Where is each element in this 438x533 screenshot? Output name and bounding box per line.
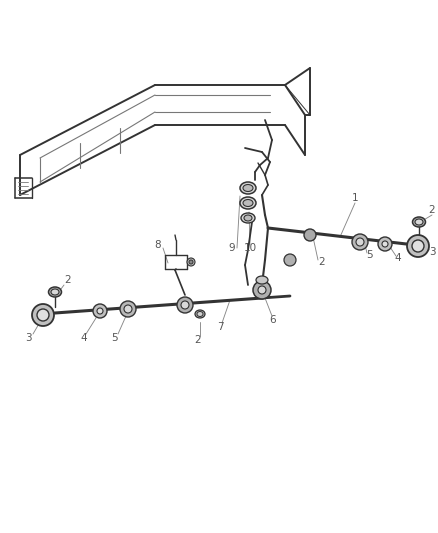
Circle shape	[177, 297, 193, 313]
Ellipse shape	[244, 215, 251, 221]
Circle shape	[93, 304, 107, 318]
Text: 2: 2	[428, 205, 434, 215]
Circle shape	[351, 234, 367, 250]
Text: 8: 8	[154, 240, 161, 250]
Circle shape	[97, 308, 103, 314]
Circle shape	[355, 238, 363, 246]
Circle shape	[381, 241, 387, 247]
Text: 4: 4	[394, 253, 400, 263]
Ellipse shape	[240, 213, 254, 223]
Circle shape	[303, 229, 315, 241]
Text: 1: 1	[351, 193, 357, 203]
Ellipse shape	[414, 219, 422, 225]
Circle shape	[283, 254, 295, 266]
Circle shape	[37, 309, 49, 321]
Circle shape	[377, 237, 391, 251]
Circle shape	[411, 240, 423, 252]
Ellipse shape	[51, 289, 59, 295]
Circle shape	[180, 301, 189, 309]
Ellipse shape	[412, 217, 424, 227]
Circle shape	[406, 235, 428, 257]
Text: 5: 5	[366, 250, 372, 260]
Text: 3: 3	[25, 333, 31, 343]
Circle shape	[189, 260, 193, 264]
Text: 5: 5	[111, 333, 118, 343]
Ellipse shape	[194, 310, 205, 318]
Circle shape	[124, 305, 132, 313]
Text: 9: 9	[228, 243, 235, 253]
Ellipse shape	[240, 197, 255, 209]
Circle shape	[258, 286, 265, 294]
Ellipse shape	[243, 199, 252, 206]
Text: 6: 6	[269, 315, 276, 325]
Ellipse shape	[197, 311, 202, 317]
Ellipse shape	[240, 182, 255, 194]
Text: 4: 4	[81, 333, 87, 343]
Text: 2: 2	[194, 335, 201, 345]
Text: 3: 3	[428, 247, 434, 257]
Circle shape	[252, 281, 270, 299]
Text: 10: 10	[243, 243, 256, 253]
Text: 7: 7	[216, 322, 223, 332]
Text: 2: 2	[318, 257, 325, 267]
Ellipse shape	[255, 276, 267, 284]
Circle shape	[32, 304, 54, 326]
Circle shape	[120, 301, 136, 317]
Ellipse shape	[48, 287, 61, 297]
Text: 2: 2	[64, 275, 71, 285]
Circle shape	[187, 258, 194, 266]
Ellipse shape	[243, 184, 252, 191]
